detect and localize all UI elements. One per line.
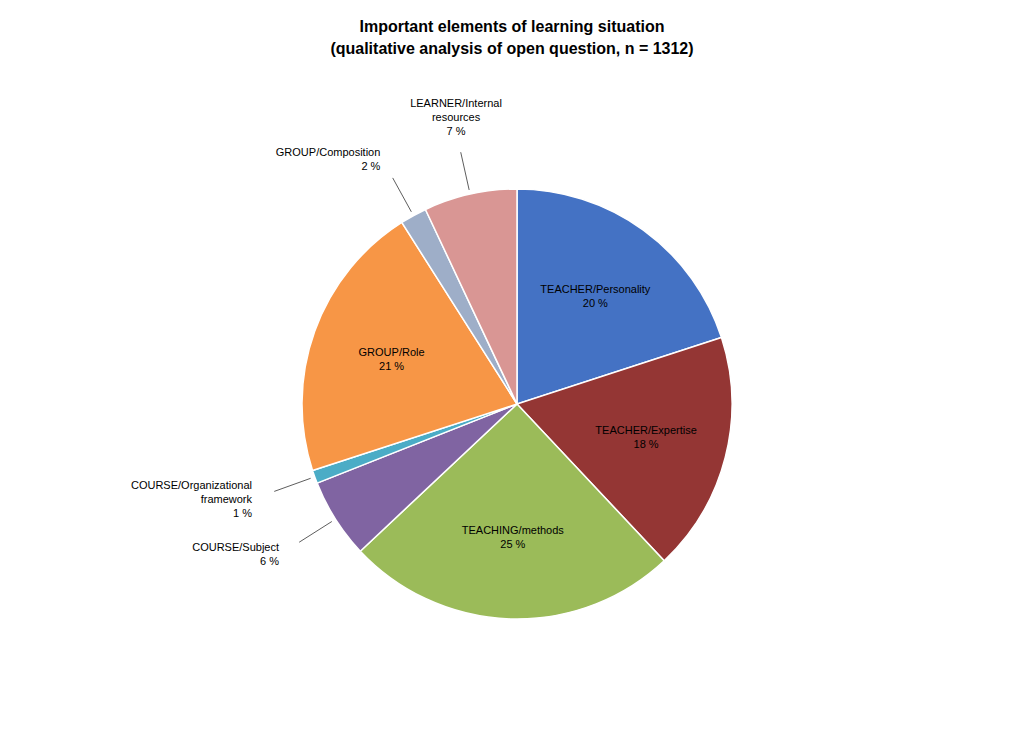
svg-text:TEACHER/Personality20 %: TEACHER/Personality20 % [540, 283, 651, 309]
html-text:(qualitative analysis of open: (qualitative analysis of open question, … [330, 40, 694, 57]
svg-text:TEACHER/Expertise18 %: TEACHER/Expertise18 % [595, 424, 696, 450]
html-text:Important elements of learning: Important elements of learning situation [359, 18, 665, 35]
svg-text:LEARNER/Internalresources7 %: LEARNER/Internalresources7 % [410, 97, 502, 137]
svg-text:COURSE/Organizationalframework: COURSE/Organizationalframework1 % [131, 479, 253, 519]
svg-text:TEACHING/methods25 %: TEACHING/methods25 % [462, 524, 565, 550]
svg-text:GROUP/Composition2 %: GROUP/Composition2 % [276, 146, 381, 172]
svg-text:GROUP/Role21 %: GROUP/Role21 % [359, 346, 425, 372]
svg-text:COURSE/Subject6 %: COURSE/Subject6 % [192, 541, 279, 567]
